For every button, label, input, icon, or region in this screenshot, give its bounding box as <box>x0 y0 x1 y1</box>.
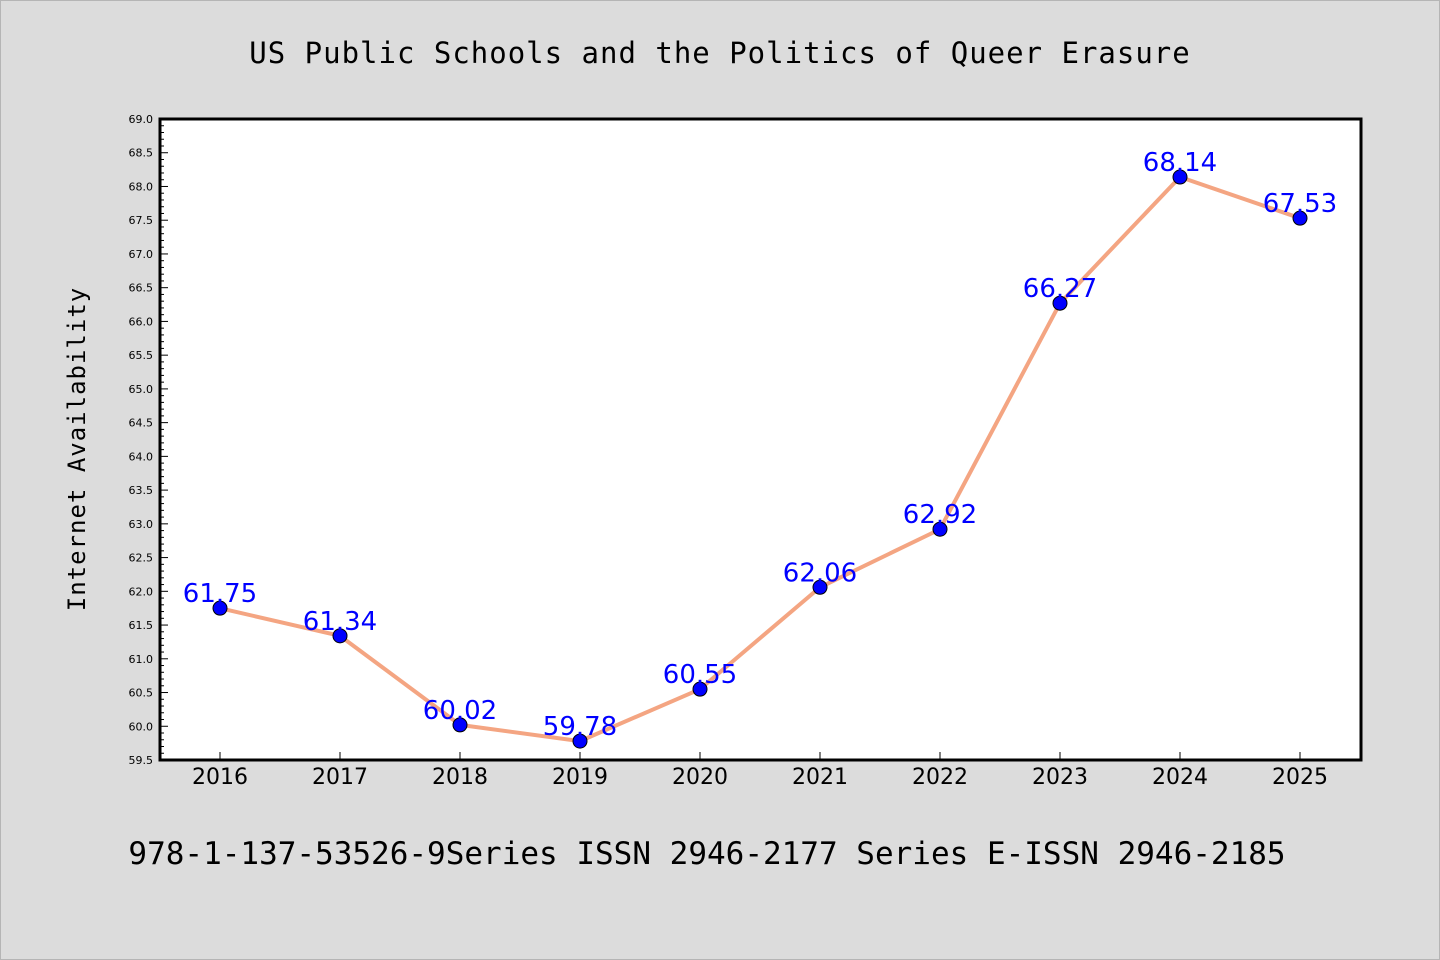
data-point <box>1292 210 1308 226</box>
x-tick-label: 2020 <box>672 765 728 790</box>
x-axis: 2016 2017 2018 2019 2020 2021 2022 2023 2024 2025 <box>192 752 1328 790</box>
y-tick-label: 68.0 <box>129 180 154 193</box>
y-tick-label: 61.5 <box>129 619 154 632</box>
data-point <box>572 733 588 749</box>
data-label-group: 61.75 61.34 60.02 59.78 60.55 62.06 62.92 66.27… <box>183 148 1337 742</box>
y-tick-label: 67.5 <box>129 214 154 227</box>
data-point <box>692 681 708 697</box>
data-label: 59.78 <box>543 712 617 742</box>
y-tick-label: 67.0 <box>129 248 154 261</box>
x-tick-label: 2022 <box>912 765 968 790</box>
x-tick-label: 2016 <box>192 765 248 790</box>
y-tick-label: 64.0 <box>129 450 154 463</box>
data-label: 61.75 <box>183 579 257 609</box>
y-tick-label: 60.5 <box>129 687 154 700</box>
data-point <box>932 521 948 537</box>
chart-title: US Public Schools and the Politics of Qu… <box>249 36 1190 70</box>
y-tick-label: 59.5 <box>129 754 154 767</box>
y-tick-label: 65.0 <box>129 383 154 396</box>
data-label: 60.02 <box>423 696 497 726</box>
y-axis-label: Internet Availability <box>63 287 91 611</box>
data-point <box>1052 295 1068 311</box>
y-tick-label: 62.5 <box>129 552 154 565</box>
data-point <box>452 717 468 733</box>
data-label: 61.34 <box>303 607 377 637</box>
x-tick-label: 2019 <box>552 765 608 790</box>
data-label: 68.14 <box>1143 148 1217 178</box>
y-tick-label: 60.0 <box>129 720 154 733</box>
series-line <box>218 175 1302 744</box>
y-tick-label: 66.0 <box>129 315 154 328</box>
x-tick-label: 2025 <box>1272 765 1328 790</box>
x-tick-label: 2023 <box>1032 765 1088 790</box>
y-tick-label: 66.5 <box>129 282 154 295</box>
data-label: 62.92 <box>903 500 977 530</box>
data-point <box>812 579 828 595</box>
plot-area <box>158 117 1363 762</box>
y-tick-label: 68.5 <box>129 147 154 160</box>
data-label: 66.27 <box>1023 274 1097 304</box>
data-label: 62.06 <box>783 558 857 588</box>
footer-isbn-text: 978-1-137-53526-9Series ISSN 2946-2177 S… <box>128 836 1285 872</box>
y-tick-label: 65.5 <box>129 349 154 362</box>
y-tick-label: 69.0 <box>129 113 154 126</box>
data-label: 67.53 <box>1263 189 1337 219</box>
data-marker-group <box>212 169 1308 749</box>
data-point <box>332 628 348 644</box>
x-tick-label: 2018 <box>432 765 488 790</box>
data-label: 60.55 <box>663 660 737 690</box>
y-tick-label: 63.5 <box>129 484 154 497</box>
data-point <box>1172 169 1188 185</box>
series-line-group <box>218 175 1302 744</box>
x-tick-label: 2021 <box>792 765 848 790</box>
data-point <box>212 600 228 616</box>
x-tick-label: 2017 <box>312 765 368 790</box>
y-tick-label: 63.0 <box>129 518 154 531</box>
y-tick-label: 64.5 <box>129 417 154 430</box>
y-tick-label: 61.0 <box>129 653 154 666</box>
y-tick-label: 62.0 <box>129 585 154 598</box>
x-tick-label: 2024 <box>1152 765 1208 790</box>
y-axis: 59.5 60.0 60.5 61.0 61.5 62.0 62.5 63.0 63.5 64.0… <box>129 113 168 767</box>
